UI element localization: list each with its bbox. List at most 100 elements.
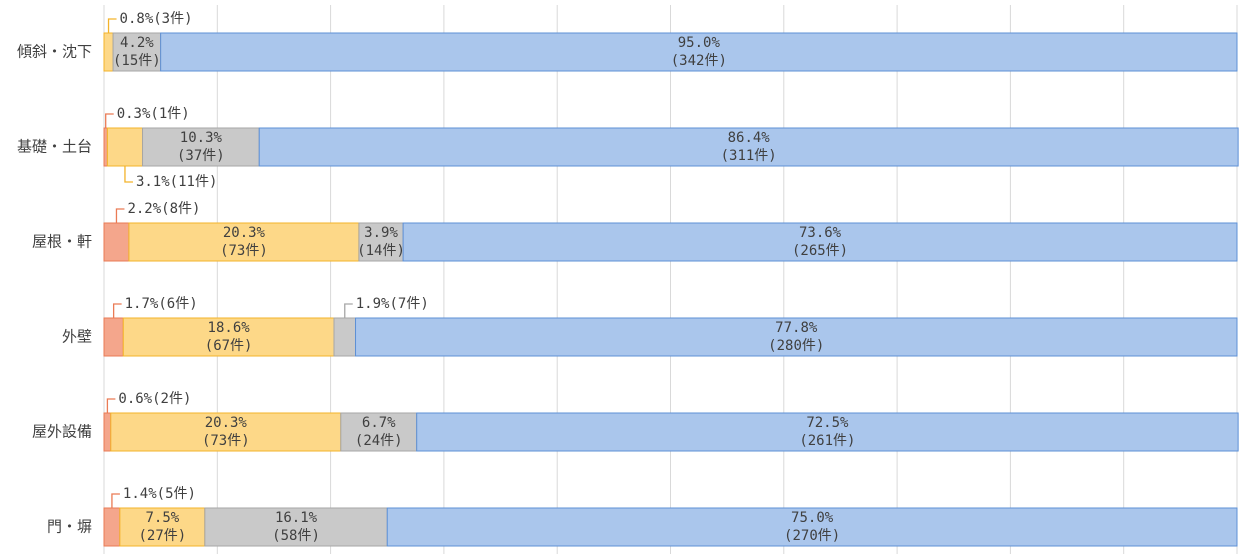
data-label-count: (3件) [153, 11, 192, 27]
bar-segment [258, 127, 1239, 167]
data-label-value: 20.3% [223, 225, 266, 241]
data-label-value: 7.5% [145, 510, 179, 526]
category-label: 基礎・土台 [17, 138, 92, 156]
data-label-value: 18.6% [208, 320, 251, 336]
bar-segment [103, 127, 108, 167]
leader-line [107, 18, 117, 33]
data-label: 75.0% (270件) [784, 510, 840, 544]
bar-segment [416, 412, 1239, 452]
data-label-value: 77.8% [775, 320, 818, 336]
data-label: 95.0% (342件) [671, 35, 727, 69]
data-label-count: (280件) [768, 338, 824, 354]
category-label: 屋外設備 [32, 423, 92, 441]
data-label-value: 1.4% [123, 486, 157, 502]
category-label: 屋根・軒 [32, 233, 92, 251]
data-label-value: 1.9% [356, 296, 390, 312]
data-label-count: (11件) [170, 174, 218, 190]
data-label-value: 0.6% [118, 391, 152, 407]
data-label-count: (37件) [177, 148, 225, 164]
data-label: 77.8% (280件) [768, 320, 824, 354]
bar-segment [103, 317, 124, 357]
data-label-value: 0.8% [120, 11, 154, 27]
data-label-count: (265件) [792, 243, 848, 259]
data-label-value: 0.3% [117, 106, 151, 122]
data-label: 10.3% (37件) [177, 130, 225, 164]
data-label-value: 3.1% [136, 174, 170, 190]
data-label: 72.5% (261件) [799, 415, 855, 449]
bar-segment [103, 507, 121, 547]
data-label-count: (58件) [272, 528, 320, 544]
data-label-count: (342件) [671, 53, 727, 69]
data-label-value: 72.5% [806, 415, 849, 431]
data-label-value: 4.2% [120, 35, 154, 51]
data-label: 7.5% (27件) [138, 510, 186, 544]
leader-line [105, 113, 114, 128]
data-label: 3.1%(11件) [136, 174, 217, 190]
data-label-value: 16.1% [275, 510, 318, 526]
bar-segment [119, 507, 206, 547]
bar-segment [355, 317, 1238, 357]
bar-segment [106, 127, 144, 167]
leader-line [344, 303, 353, 318]
data-label: 0.6%(2件) [118, 391, 191, 407]
data-label-value: 2.2% [127, 201, 161, 217]
data-label-count: (73件) [220, 243, 268, 259]
data-label-count: (27件) [138, 528, 186, 544]
data-label-count: (6件) [158, 296, 197, 312]
data-label: 4.2% (15件) [113, 35, 161, 69]
data-label-count: (24件) [355, 433, 403, 449]
data-label-value: 3.9% [364, 225, 398, 241]
bar-segment [204, 507, 388, 547]
data-label: 2.2%(8件) [127, 201, 200, 217]
category-label: 傾斜・沈下 [17, 43, 92, 61]
leader-line [112, 303, 122, 318]
data-label: 16.1% (58件) [272, 510, 320, 544]
data-label-value: 1.7% [125, 296, 159, 312]
data-label: 0.8%(3件) [120, 11, 193, 27]
data-label-count: (14件) [357, 243, 405, 259]
data-label: 20.3% (73件) [202, 415, 250, 449]
data-label-count: (15件) [113, 53, 161, 69]
bar-segment [160, 32, 1238, 72]
data-label: 86.4% (311件) [721, 130, 777, 164]
bar-segment [340, 412, 418, 452]
data-label: 6.7% (24件) [355, 415, 403, 449]
leader-line [106, 398, 116, 413]
data-label-count: (261件) [799, 433, 855, 449]
bar-segment [128, 222, 360, 262]
bar-segment [358, 222, 404, 262]
data-label-count: (311件) [721, 148, 777, 164]
data-label-value: 86.4% [728, 130, 771, 146]
bar-segment [112, 32, 162, 72]
bar-segment [103, 32, 114, 72]
data-label-count: (1件) [150, 106, 189, 122]
leader-line [115, 208, 125, 223]
data-label-count: (5件) [157, 486, 196, 502]
bar-segment [142, 127, 260, 167]
data-label: 18.6% (67件) [205, 320, 253, 354]
data-label-count: (270件) [784, 528, 840, 544]
data-label: 1.4%(5件) [123, 486, 196, 502]
data-label: 3.9% (14件) [357, 225, 405, 259]
data-label-value: 20.3% [205, 415, 248, 431]
bar-segment [402, 222, 1238, 262]
data-label-value: 6.7% [362, 415, 396, 431]
category-label: 門・塀 [47, 518, 92, 536]
category-label: 外壁 [62, 328, 92, 346]
bar-segment [103, 222, 130, 262]
data-label: 73.6% (265件) [792, 225, 848, 259]
data-label-count: (7件) [389, 296, 428, 312]
data-label: 20.3% (73件) [220, 225, 268, 259]
data-label-count: (67件) [205, 338, 253, 354]
data-label-value: 75.0% [791, 510, 834, 526]
data-label: 1.9%(7件) [356, 296, 429, 312]
data-label-count: (8件) [161, 201, 200, 217]
data-label: 0.3%(1件) [117, 106, 190, 122]
data-label-count: (2件) [152, 391, 191, 407]
data-label-value: 10.3% [180, 130, 223, 146]
bar-segment [386, 507, 1238, 547]
leader-line [111, 493, 120, 508]
data-label: 1.7%(6件) [125, 296, 198, 312]
data-label-count: (73件) [202, 433, 250, 449]
